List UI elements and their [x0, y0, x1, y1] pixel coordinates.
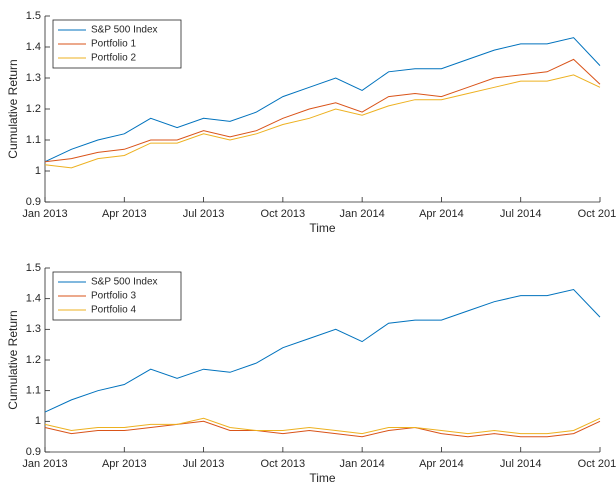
x-tick-label: Jan 2013 [22, 208, 67, 220]
y-axis-label: Cumulative Return [6, 310, 20, 409]
legend-label: Portfolio 1 [91, 39, 136, 50]
y-tick-label: 1.4 [26, 293, 41, 305]
x-tick-label: Jul 2014 [500, 458, 542, 470]
series-line [44, 37, 601, 163]
x-axis-label: Time [309, 221, 336, 235]
x-tick-label: Jul 2014 [500, 208, 542, 220]
y-axis-label: Cumulative Return [6, 59, 20, 158]
y-tick-label: 1 [35, 165, 41, 177]
y-tick-label: 1.4 [26, 41, 41, 53]
x-tick-label: Oct 2013 [261, 208, 306, 220]
legend-label: Portfolio 2 [91, 53, 136, 64]
y-tick-label: 1.3 [26, 72, 41, 84]
y-tick-label: 0.9 [26, 196, 41, 208]
x-tick-label: Jul 2013 [183, 458, 225, 470]
legend-label: Portfolio 4 [91, 305, 136, 316]
y-tick-label: 1.2 [26, 103, 41, 115]
y-tick-label: 1.5 [26, 10, 41, 22]
series-line [44, 58, 601, 163]
series-line [44, 288, 601, 413]
series-line [44, 420, 601, 438]
legend-label: S&P 500 Index [91, 277, 158, 288]
y-tick-label: 1.1 [26, 134, 41, 146]
series-line [44, 417, 601, 435]
legend-label: S&P 500 Index [91, 25, 158, 36]
y-tick-label: 1.1 [26, 385, 41, 397]
x-tick-label: Jul 2013 [183, 208, 225, 220]
x-tick-label: Jan 2013 [22, 458, 67, 470]
y-tick-label: 0.9 [26, 446, 41, 458]
x-tick-label: Apr 2014 [419, 208, 464, 220]
x-tick-label: Apr 2013 [102, 208, 147, 220]
x-tick-label: Apr 2013 [102, 458, 147, 470]
y-tick-label: 1.3 [26, 323, 41, 335]
legend-box [52, 19, 182, 69]
x-tick-label: Jan 2014 [340, 458, 385, 470]
x-tick-label: Jan 2014 [340, 208, 385, 220]
series-line [44, 74, 601, 169]
x-axis-label: Time [309, 471, 336, 485]
x-tick-label: Apr 2014 [419, 458, 464, 470]
x-tick-label: Oct 2013 [261, 458, 306, 470]
legend-label: Portfolio 3 [91, 291, 136, 302]
y-tick-label: 1.5 [26, 262, 41, 274]
x-tick-label: Oct 2014 [578, 458, 616, 470]
y-tick-label: 1 [35, 415, 41, 427]
x-tick-label: Oct 2014 [578, 208, 616, 220]
y-tick-label: 1.2 [26, 354, 41, 366]
